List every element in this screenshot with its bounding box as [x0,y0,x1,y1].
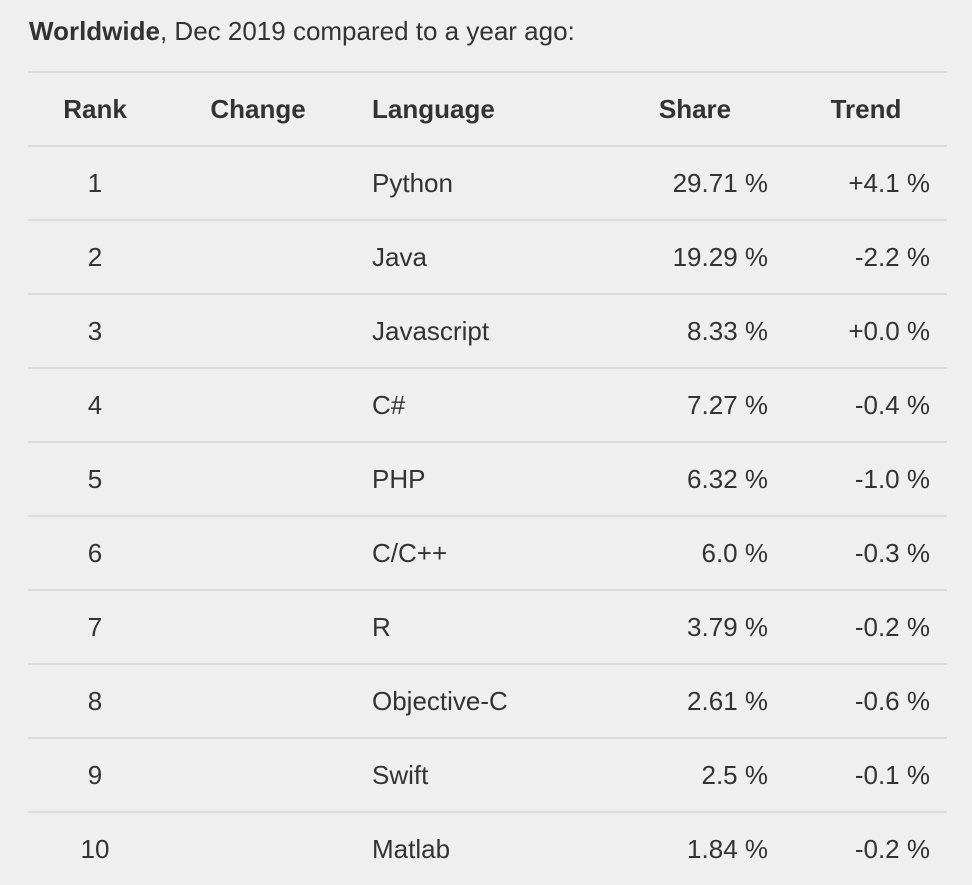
trend-cell: -0.6 % [854,686,930,716]
share-cell: 7.27 % [687,390,768,420]
language-cell: Python [372,168,453,198]
rank-cell: 7 [87,612,103,642]
language-cell: Objective-C [372,686,508,716]
rank-cell: 10 [80,834,110,864]
change-cell [178,665,338,737]
change-cell [178,443,338,515]
table-row: 2 Java 19.29 % -2.2 % [28,219,947,293]
language-cell: Swift [372,760,429,790]
trend-cell: +0.0 % [848,316,930,346]
change-cell [178,369,338,441]
table-row: 6 C/C++ 6.0 % -0.3 % [28,515,947,589]
trend-cell: -0.3 % [854,538,930,568]
table-body: 1 Python 29.71 % +4.1 % 2 Java 19.29 % -2.2 % 3 J… [28,145,947,885]
language-cell: PHP [372,464,426,494]
share-cell: 6.0 % [701,538,769,568]
rank-cell: 5 [87,464,103,494]
heading-region: Worldwide [29,16,160,46]
language-cell: C/C++ [372,538,448,568]
rank-cell: 3 [87,316,103,346]
trend-cell: -2.2 % [854,242,930,272]
rank-cell: 1 [87,168,103,198]
table-row: 7 R 3.79 % -0.2 % [28,589,947,663]
share-cell: 29.71 % [672,168,768,198]
language-cell: C# [372,390,406,420]
language-cell: Java [372,242,427,272]
share-cell: 6.32 % [687,464,768,494]
table-header-row: Rank Change Language Share Trend [28,71,947,145]
language-cell: Javascript [372,316,490,346]
rank-cell: 4 [87,390,103,420]
table-row: 10 Matlab 1.84 % -0.2 % [28,811,947,885]
trend-cell: -0.2 % [854,834,930,864]
change-cell [178,517,338,589]
change-cell [178,813,338,885]
trend-cell: -1.0 % [854,464,930,494]
trend-cell: -0.4 % [854,390,930,420]
share-cell: 3.79 % [687,612,768,642]
change-cell [178,147,338,219]
header-rank[interactable]: Rank [63,94,127,124]
rank-cell: 2 [87,242,103,272]
table-row: 8 Objective-C 2.61 % -0.6 % [28,663,947,737]
heading-description: , Dec 2019 compared to a year ago: [159,16,575,46]
rank-cell: 8 [87,686,103,716]
change-cell [178,591,338,663]
trend-cell: -0.2 % [854,612,930,642]
header-trend[interactable]: Trend [830,94,902,124]
share-cell: 2.5 % [701,760,769,790]
page-heading: Worldwide, Dec 2019 compared to a year a… [29,14,575,48]
trend-cell: -0.1 % [854,760,930,790]
rank-cell: 9 [87,760,103,790]
table-row: 4 C# 7.27 % -0.4 % [28,367,947,441]
rank-cell: 6 [87,538,103,568]
change-cell [178,739,338,811]
table-row: 1 Python 29.71 % +4.1 % [28,145,947,219]
table-row: 9 Swift 2.5 % -0.1 % [28,737,947,811]
share-cell: 2.61 % [687,686,768,716]
header-change[interactable]: Change [210,94,306,124]
language-cell: R [372,612,391,642]
table-row: 5 PHP 6.32 % -1.0 % [28,441,947,515]
table-row: 3 Javascript 8.33 % +0.0 % [28,293,947,367]
share-cell: 1.84 % [687,834,768,864]
share-cell: 8.33 % [687,316,768,346]
change-cell [178,221,338,293]
header-share[interactable]: Share [658,94,732,124]
share-cell: 19.29 % [672,242,768,272]
language-cell: Matlab [372,834,451,864]
language-ranking-table: Rank Change Language Share Trend 1 Python… [28,71,947,885]
header-language[interactable]: Language [372,94,495,124]
change-cell [178,295,338,367]
trend-cell: +4.1 % [848,168,930,198]
